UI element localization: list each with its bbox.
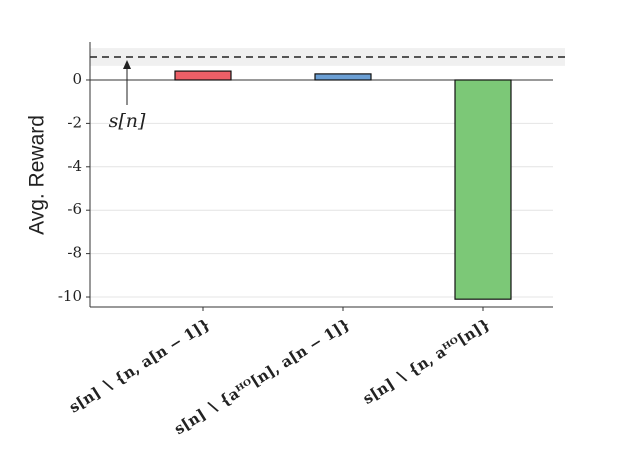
y-tick-label: -10 [58,287,82,305]
annotation-arrowhead [123,59,131,69]
x-tick-label: 𝐬[n] ∖ {n, 𝐚[n − 1]} [66,315,213,416]
bar [314,73,372,81]
reference-band [90,48,565,66]
y-axis-label: Avg. Reward [26,115,49,235]
bar [454,79,512,300]
bar [174,70,232,81]
y-tick-label: -4 [67,157,82,175]
annotation-label: s[n] [109,110,146,132]
y-tick-label: -6 [67,200,82,218]
y-tick-label: -8 [67,244,82,262]
y-tick-label: 0 [72,70,82,88]
x-tick-label: 𝐬[n] ∖ {n, 𝐚ᴴᴼ[n]} [360,315,493,408]
y-tick-label: -2 [67,113,82,131]
